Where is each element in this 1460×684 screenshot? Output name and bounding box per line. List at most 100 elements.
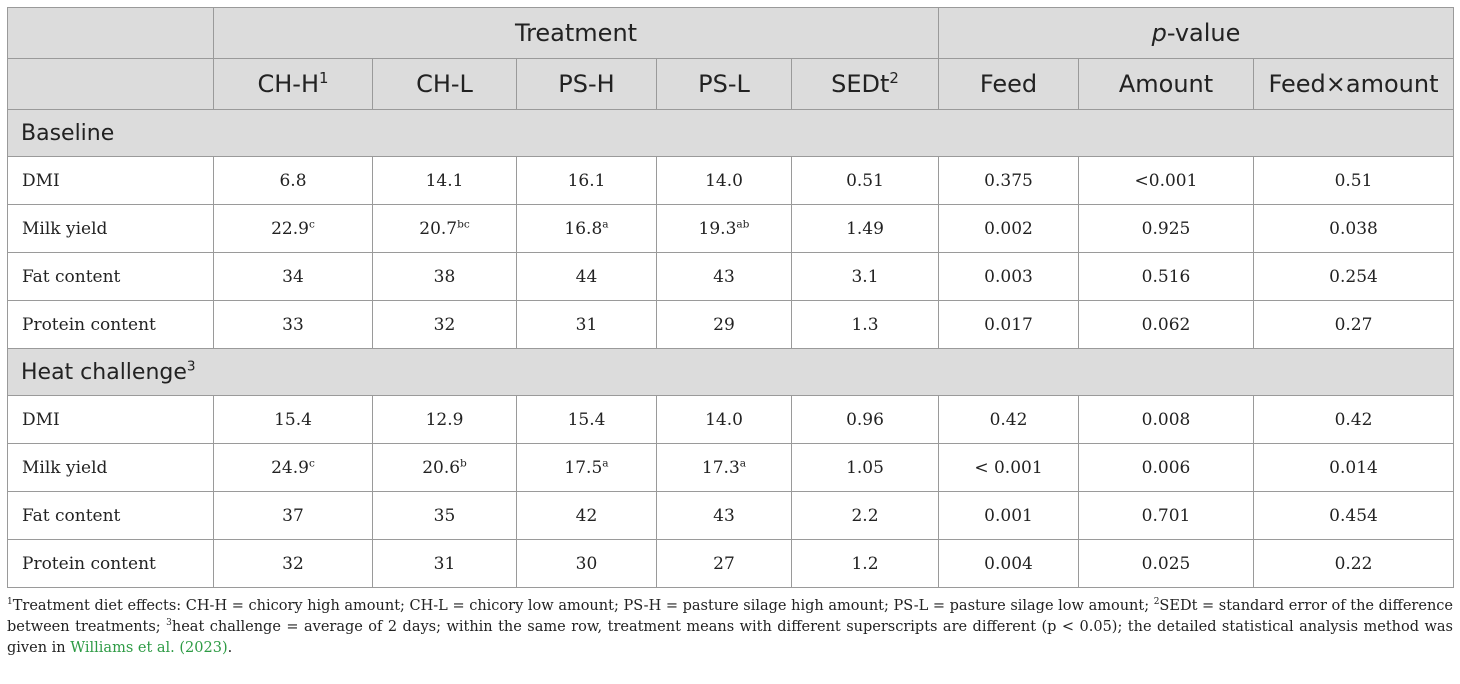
- cell-value: 0.017: [984, 314, 1033, 335]
- cell-value: 15.4: [274, 409, 312, 430]
- cell-value: 14.0: [705, 409, 743, 430]
- row-label: Fat content: [7, 252, 214, 301]
- table-cell: 1.2: [791, 539, 939, 588]
- treatment-group-header: Treatment: [213, 7, 939, 59]
- footnote-2-text: SEDt = standard error of the difference …: [7, 598, 1453, 635]
- cell-value: 0.003: [984, 266, 1033, 287]
- footnote-3-marker: 3: [166, 618, 172, 629]
- cell-value: 1.05: [846, 457, 884, 478]
- cell-value: 17.5: [564, 457, 603, 478]
- table-cell: 14.1: [372, 156, 517, 205]
- table-cell: 0.701: [1078, 491, 1254, 540]
- table-row: Protein content 32 31 30 27 1.2 0.004 0.025 0.22: [7, 539, 1454, 588]
- table-cell: 14.0: [656, 395, 792, 444]
- row-label: Protein content: [7, 539, 214, 588]
- table-cell: 1.05: [791, 443, 939, 492]
- row-label: Milk yield: [7, 204, 214, 253]
- cell-value: 43: [713, 266, 735, 287]
- cell-value: < 0.001: [974, 457, 1043, 478]
- column-header-label: CH-L: [416, 70, 473, 98]
- cell-value: 0.001: [984, 505, 1033, 526]
- table-cell: 32: [213, 539, 373, 588]
- cell-value: 0.038: [1329, 218, 1378, 239]
- cell-superscript: a: [602, 456, 609, 469]
- cell-value: 6.8: [279, 170, 307, 191]
- table-cell: 17.5a: [516, 443, 657, 492]
- table-cell: 15.4: [516, 395, 657, 444]
- table-cell: 27: [656, 539, 792, 588]
- cell-superscript: ab: [736, 217, 750, 230]
- table-cell: 1.49: [791, 204, 939, 253]
- results-table: Treatment p-value CH-H1 CH-L PS-H PS-L SEDt2…: [7, 7, 1454, 588]
- cell-value: 0.254: [1329, 266, 1378, 287]
- section-title: Heat challenge3: [7, 348, 1454, 396]
- cell-value: 0.516: [1141, 266, 1191, 287]
- table-cell: 19.3ab: [656, 204, 792, 253]
- column-header: PS-L: [656, 58, 792, 110]
- column-header-label: Feed: [979, 70, 1038, 98]
- cell-value: 1.3: [851, 314, 879, 335]
- table-cell: 1.3: [791, 300, 939, 349]
- cell-value: 44: [575, 266, 598, 287]
- footnote-3-text: heat challenge = average of 2 days; with…: [7, 619, 1453, 656]
- cell-value: <0.001: [1134, 170, 1198, 191]
- cell-value: 0.008: [1141, 409, 1191, 430]
- corner-cell: [7, 7, 214, 59]
- table-cell: 33: [213, 300, 373, 349]
- table-cell: 0.516: [1078, 252, 1254, 301]
- cell-value: 37: [282, 505, 304, 526]
- table-row: Milk yield 22.9c 20.7bc 16.8a 19.3ab 1.49 0.00…: [7, 204, 1454, 253]
- column-header-label: PS-H: [558, 70, 615, 98]
- column-header-label: CH-H: [257, 70, 320, 98]
- table-cell: 0.51: [1253, 156, 1454, 205]
- cell-value: 0.375: [984, 170, 1033, 191]
- table-row: DMI 6.8 14.1 16.1 14.0 0.51 0.375 <0.001 0.51: [7, 156, 1454, 205]
- corner-cell-2: [7, 58, 214, 110]
- table-cell: 0.27: [1253, 300, 1454, 349]
- cell-value: 20.7: [419, 218, 458, 239]
- table-cell: 0.925: [1078, 204, 1254, 253]
- cell-value: 19.3: [698, 218, 737, 239]
- cell-value: 15.4: [567, 409, 606, 430]
- reference-link[interactable]: Williams et al. (2023): [70, 640, 228, 656]
- table-cell: 14.0: [656, 156, 792, 205]
- column-header: CH-H1: [213, 58, 373, 110]
- row-label: Milk yield: [7, 443, 214, 492]
- row-label: Protein content: [7, 300, 214, 349]
- section-title-text: Baseline: [21, 120, 115, 146]
- cell-value: 0.42: [1334, 409, 1373, 430]
- cell-value: 0.51: [846, 170, 884, 191]
- table-cell: 0.017: [938, 300, 1079, 349]
- cell-value: 3.1: [851, 266, 879, 287]
- section-header-row: Heat challenge3: [7, 348, 1454, 396]
- table-cell: < 0.001: [938, 443, 1079, 492]
- table-cell: 16.1: [516, 156, 657, 205]
- table-cell: 0.038: [1253, 204, 1454, 253]
- table-cell: <0.001: [1078, 156, 1254, 205]
- section-header-row: Baseline: [7, 109, 1454, 157]
- cell-value: 35: [433, 505, 456, 526]
- table-cell: 0.51: [791, 156, 939, 205]
- table-cell: 0.22: [1253, 539, 1454, 588]
- section-title-text: Heat challenge: [21, 359, 187, 385]
- cell-value: 30: [575, 553, 598, 574]
- cell-value: 33: [282, 314, 304, 335]
- table-cell: 0.006: [1078, 443, 1254, 492]
- table-cell: 34: [213, 252, 373, 301]
- table-cell: 0.014: [1253, 443, 1454, 492]
- table-cell: 0.42: [938, 395, 1079, 444]
- cell-superscript: bc: [457, 217, 470, 230]
- table-cell: 44: [516, 252, 657, 301]
- table-cell: 31: [516, 300, 657, 349]
- cell-value: 1.49: [846, 218, 884, 239]
- row-label: DMI: [7, 395, 214, 444]
- table-cell: 17.3a: [656, 443, 792, 492]
- table-cell: 35: [372, 491, 517, 540]
- cell-value: 16.1: [567, 170, 606, 191]
- cell-value: 0.002: [984, 218, 1033, 239]
- table-container: Treatment p-value CH-H1 CH-L PS-H PS-L SEDt2…: [7, 7, 1454, 659]
- row-label: Fat content: [7, 491, 214, 540]
- footnote-1-marker: 1: [7, 597, 13, 608]
- cell-value: 0.062: [1141, 314, 1191, 335]
- table-cell: 29: [656, 300, 792, 349]
